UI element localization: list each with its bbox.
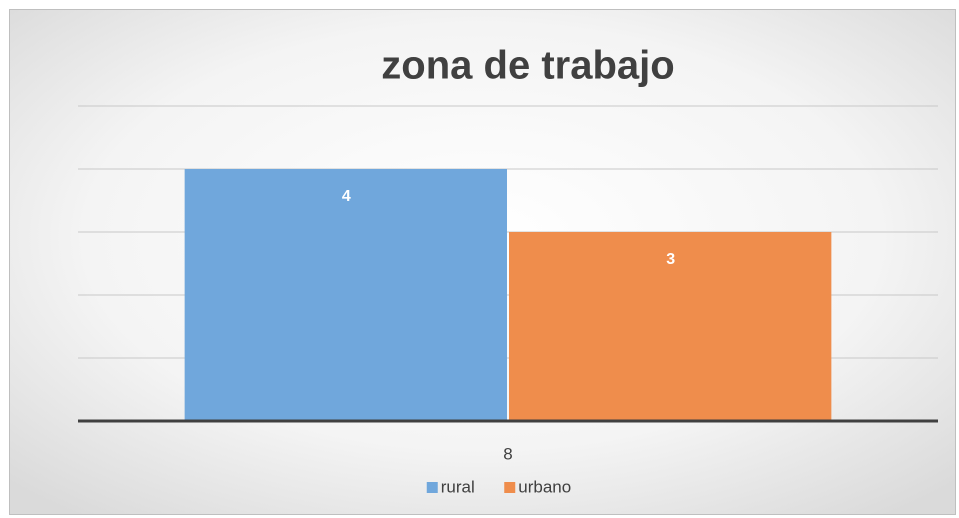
- chart-title: zona de trabajo: [381, 44, 674, 88]
- bar: [184, 169, 507, 421]
- legend-label: rural: [441, 477, 475, 496]
- legend-label: urbano: [518, 477, 571, 496]
- plot-area: 4 3 8: [78, 105, 938, 463]
- data-label: 3: [666, 251, 675, 268]
- bar: [509, 232, 832, 421]
- legend-swatch: [504, 482, 516, 493]
- x-tick-label: 8: [503, 444, 512, 463]
- legend: rural urbano: [426, 477, 571, 496]
- data-label: 4: [342, 188, 351, 205]
- legend-swatch: [426, 482, 438, 493]
